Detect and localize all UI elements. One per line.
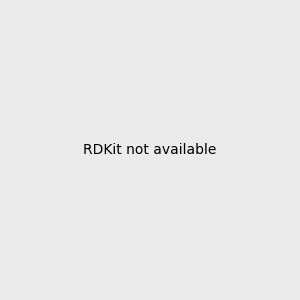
Text: RDKit not available: RDKit not available bbox=[83, 143, 217, 157]
